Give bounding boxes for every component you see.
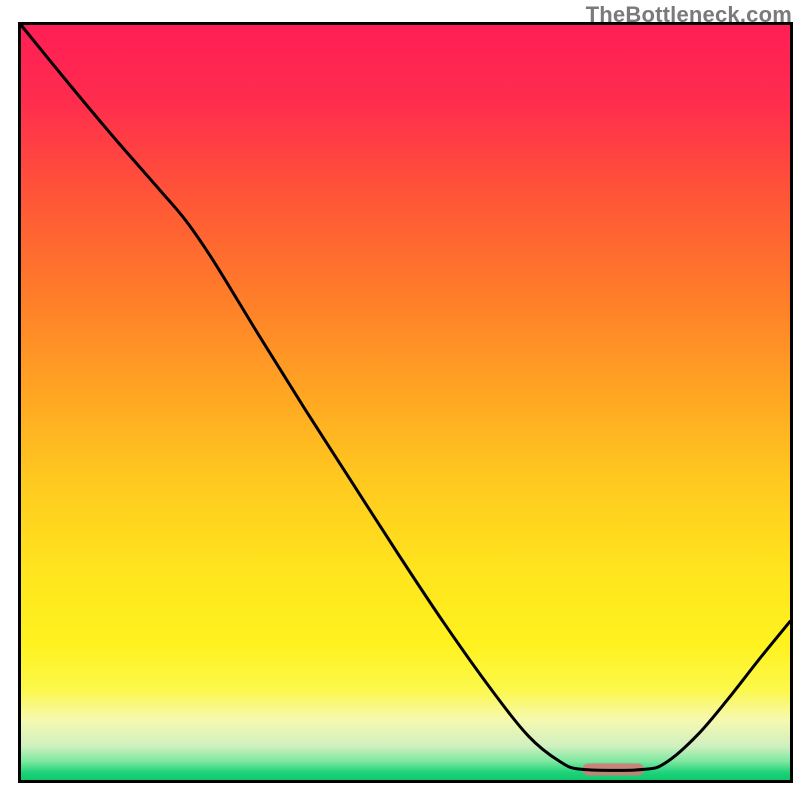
gradient-background bbox=[21, 25, 790, 780]
plot-svg bbox=[0, 0, 800, 800]
watermark-text: TheBottleneck.com bbox=[586, 2, 792, 28]
chart-root: TheBottleneck.com bbox=[0, 0, 800, 800]
